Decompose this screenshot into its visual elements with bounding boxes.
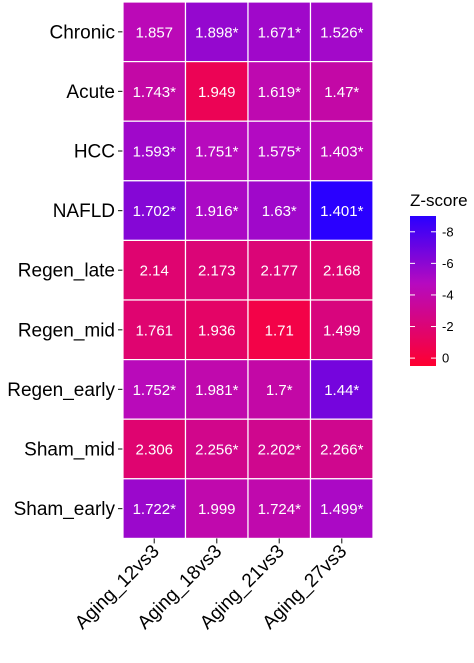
- heatmap-cell-labels: 1.857 1.898* 1.671* 1.526* 1.743* 1.949 1.619*…: [133, 24, 364, 518]
- heatmap-cell: [122, 478, 187, 539]
- heatmap-cell: [247, 239, 312, 301]
- heatmap-cell: [309, 60, 374, 122]
- cell-value-label: 1.44*: [324, 382, 359, 399]
- heatmap-cell: [309, 299, 374, 361]
- cell-value-label: 1.702*: [133, 203, 177, 220]
- cell-value-label: 2.177: [260, 263, 298, 280]
- legend-ticks: -8 -6 -4 -2 0: [410, 224, 454, 366]
- row-label-sham-early: Sham_early: [14, 499, 116, 520]
- heatmap-cell: [122, 299, 187, 361]
- legend-tick-label: 0: [442, 351, 449, 366]
- column-labels: Aging_12vs3Aging_18vs3Aging_21vs3Aging_2…: [71, 538, 351, 634]
- heatmap-cell: [122, 180, 187, 242]
- cell-value-label: 1.526*: [320, 24, 364, 41]
- cell-value-label: 1.401*: [320, 203, 364, 220]
- heatmap-cell: [309, 418, 374, 480]
- cell-value-label: 1.499*: [320, 501, 364, 518]
- cell-value-label: 1.47*: [324, 84, 359, 101]
- heatmap-cell: [309, 359, 374, 420]
- cell-value-label: 1.619*: [258, 84, 302, 101]
- cell-value-label: 1.722*: [133, 501, 177, 518]
- cell-value-label: 1.752*: [133, 382, 177, 399]
- row-label-nafld: NAFLD: [53, 201, 115, 222]
- cell-value-label: 2.306: [135, 442, 173, 459]
- heatmap-cell: [184, 478, 249, 539]
- heatmap-cell: [184, 239, 249, 301]
- heatmap-cell: [309, 180, 374, 242]
- row-labels: Chronic Acute HCC NAFLD Regen_late Regen_mid R…: [7, 22, 123, 520]
- heatmap-cell: [184, 299, 249, 361]
- heatmap-cell: [309, 239, 374, 301]
- row-label-hcc: HCC: [74, 142, 115, 163]
- heatmap-cell: [122, 120, 187, 182]
- cell-value-label: 1.71: [265, 322, 294, 339]
- cell-value-label: 1.593*: [133, 144, 177, 161]
- cell-value-label: 1.936: [198, 322, 236, 339]
- cell-value-label: 2.168: [323, 263, 361, 280]
- heatmap-cell: [247, 120, 312, 182]
- cell-value-label: 1.7*: [266, 382, 293, 399]
- legend-tick-label: -6: [442, 256, 454, 271]
- z-score-legend: Z-score -8 -6 -4 -2 0: [410, 191, 468, 366]
- cell-value-label: 2.256*: [195, 442, 239, 459]
- heatmap-cell: [247, 180, 312, 242]
- cell-value-label: 1.63*: [262, 203, 297, 220]
- row-label-regen-late: Regen_late: [18, 261, 115, 282]
- cell-value-label: 1.724*: [258, 501, 302, 518]
- cell-value-label: 1.575*: [258, 144, 302, 161]
- cell-value-label: 1.999: [198, 501, 236, 518]
- cell-value-label: 1.499: [323, 322, 361, 339]
- heatmap-cell: [122, 239, 187, 301]
- cell-value-label: 2.173: [198, 263, 236, 280]
- row-label-regen-mid: Regen_mid: [18, 320, 115, 341]
- heatmap-cell: [184, 60, 249, 122]
- cell-value-label: 1.898*: [195, 24, 239, 41]
- heatmap-cell: [247, 359, 312, 420]
- cell-value-label: 1.916*: [195, 203, 239, 220]
- cell-value-label: 1.403*: [320, 144, 364, 161]
- cell-value-label: 1.751*: [195, 144, 239, 161]
- legend-title: Z-score: [410, 191, 468, 210]
- cell-value-label: 1.671*: [258, 24, 302, 41]
- cell-value-label: 1.743*: [133, 84, 177, 101]
- cell-value-label: 1.981*: [195, 382, 239, 399]
- heatmap-cell: [184, 418, 249, 480]
- legend-tick-label: -2: [442, 319, 454, 334]
- heatmap-cells: [122, 1, 374, 539]
- cell-value-label: 1.949: [198, 84, 236, 101]
- row-label-chronic: Chronic: [50, 22, 115, 43]
- cell-value-label: 2.202*: [258, 442, 302, 459]
- legend-tick-label: -4: [442, 287, 454, 302]
- heatmap-cell: [247, 60, 312, 122]
- row-label-sham-mid: Sham_mid: [24, 440, 115, 461]
- row-label-acute: Acute: [66, 82, 115, 103]
- cell-value-label: 1.857: [135, 24, 173, 41]
- legend-color-bar: [410, 216, 436, 366]
- heatmap-cell: [309, 120, 374, 182]
- heatmap-cell: [122, 359, 187, 420]
- heatmap-cell: [309, 478, 374, 539]
- cell-value-label: 2.14: [140, 263, 169, 280]
- row-label-regen-early: Regen_early: [7, 380, 115, 401]
- heatmap-cell: [184, 359, 249, 420]
- legend-tick-label: -8: [442, 224, 454, 239]
- cell-value-label: 1.761: [135, 322, 173, 339]
- cell-value-label: 2.266*: [320, 442, 364, 459]
